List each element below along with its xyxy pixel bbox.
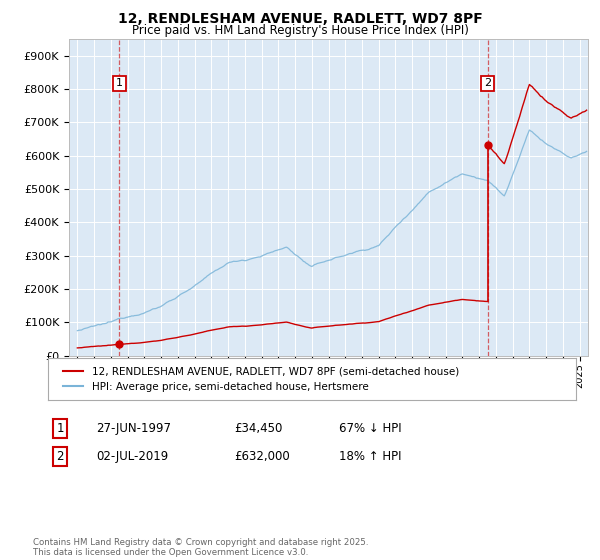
Text: 1: 1 bbox=[116, 78, 123, 88]
Text: 27-JUN-1997: 27-JUN-1997 bbox=[96, 422, 171, 435]
Text: Price paid vs. HM Land Registry's House Price Index (HPI): Price paid vs. HM Land Registry's House … bbox=[131, 24, 469, 36]
Text: 12, RENDLESHAM AVENUE, RADLETT, WD7 8PF: 12, RENDLESHAM AVENUE, RADLETT, WD7 8PF bbox=[118, 12, 482, 26]
Legend: 12, RENDLESHAM AVENUE, RADLETT, WD7 8PF (semi-detached house), HPI: Average pric: 12, RENDLESHAM AVENUE, RADLETT, WD7 8PF … bbox=[58, 363, 463, 396]
Text: 2: 2 bbox=[484, 78, 491, 88]
Text: Contains HM Land Registry data © Crown copyright and database right 2025.
This d: Contains HM Land Registry data © Crown c… bbox=[33, 538, 368, 557]
Text: 67% ↓ HPI: 67% ↓ HPI bbox=[339, 422, 401, 435]
Text: 1: 1 bbox=[56, 422, 64, 435]
Text: £632,000: £632,000 bbox=[234, 450, 290, 463]
Text: 18% ↑ HPI: 18% ↑ HPI bbox=[339, 450, 401, 463]
Text: 02-JUL-2019: 02-JUL-2019 bbox=[96, 450, 168, 463]
Text: £34,450: £34,450 bbox=[234, 422, 283, 435]
Text: 2: 2 bbox=[56, 450, 64, 463]
